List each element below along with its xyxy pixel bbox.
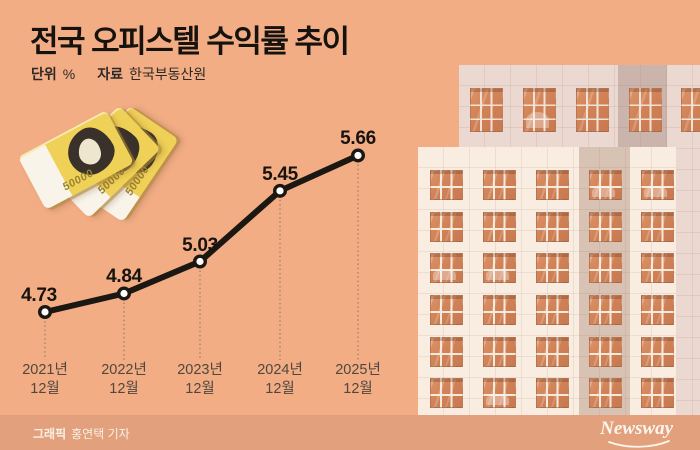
- building-window: [641, 295, 674, 325]
- building-window: [589, 378, 622, 408]
- line-chart: [38, 148, 366, 360]
- x-axis-label: 2022년 12월: [101, 362, 147, 397]
- building-window: [430, 212, 463, 242]
- data-point-marker: [192, 254, 207, 269]
- building-window: [536, 253, 569, 283]
- building-window: [483, 212, 516, 242]
- graphic-credit: 그래픽 홍연택 기자: [33, 425, 130, 442]
- building-window: [589, 295, 622, 325]
- building-window: [641, 170, 674, 200]
- building-window: [536, 378, 569, 408]
- window-reflection: [485, 269, 509, 281]
- building-window: [641, 212, 674, 242]
- building-window: [483, 378, 516, 408]
- building-window: [641, 337, 674, 367]
- window-reflection: [432, 269, 456, 281]
- unit-label: 단위: [31, 66, 57, 82]
- building-window: [430, 337, 463, 367]
- building-window: [589, 337, 622, 367]
- building-window: [523, 88, 556, 132]
- building-window: [629, 88, 662, 132]
- building-window: [641, 253, 674, 283]
- x-axis-label: 2023년 12월: [177, 362, 223, 397]
- value-label: 5.45: [262, 163, 298, 185]
- building-window: [483, 295, 516, 325]
- building-window: [470, 88, 503, 132]
- data-point-marker: [38, 305, 53, 320]
- building-window: [430, 295, 463, 325]
- source-label: 자료: [97, 66, 123, 82]
- value-label: 5.66: [340, 128, 376, 150]
- newsway-logo-swoosh: [608, 440, 670, 448]
- building-window: [681, 88, 700, 132]
- building-window: [483, 253, 516, 283]
- credit-label: 그래픽: [33, 427, 67, 441]
- value-label: 4.73: [21, 285, 57, 306]
- building-window: [576, 88, 609, 132]
- page-title: 전국 오피스텔 수익률 추이: [30, 24, 350, 59]
- window-reflection: [643, 186, 667, 198]
- x-axis-label: 2025년 12월: [335, 362, 381, 397]
- building-window: [589, 212, 622, 242]
- data-point-marker: [351, 148, 366, 163]
- building-front-illustration: [418, 147, 676, 415]
- building-window: [589, 170, 622, 200]
- value-label: 4.84: [106, 266, 142, 288]
- building-window: [641, 378, 674, 408]
- building-window: [536, 212, 569, 242]
- x-axis-label: 2021년 12월: [22, 362, 68, 397]
- chart-meta: 단위 % 자료 한국부동산원: [31, 64, 206, 84]
- value-label: 5.03: [182, 234, 218, 256]
- window-reflection: [525, 111, 549, 129]
- window-reflection: [485, 394, 509, 406]
- building-window: [536, 295, 569, 325]
- x-axis-label: 2024년 12월: [257, 362, 303, 397]
- data-point-marker: [273, 183, 288, 198]
- building-window: [430, 253, 463, 283]
- data-point-marker: [116, 286, 131, 301]
- newsway-logo: Newsway: [600, 418, 673, 439]
- source-value: 한국부동산원: [128, 66, 207, 82]
- building-window: [483, 337, 516, 367]
- building-window: [589, 253, 622, 283]
- building-window: [430, 170, 463, 200]
- footer-bar: 그래픽 홍연택 기자 Newsway: [0, 415, 700, 450]
- building-window: [483, 170, 516, 200]
- building-window: [536, 170, 569, 200]
- unit-value: %: [62, 66, 76, 82]
- building-window: [536, 337, 569, 367]
- building-window: [430, 378, 463, 408]
- window-reflection: [591, 186, 615, 198]
- credit-value: 홍연택 기자: [71, 427, 130, 441]
